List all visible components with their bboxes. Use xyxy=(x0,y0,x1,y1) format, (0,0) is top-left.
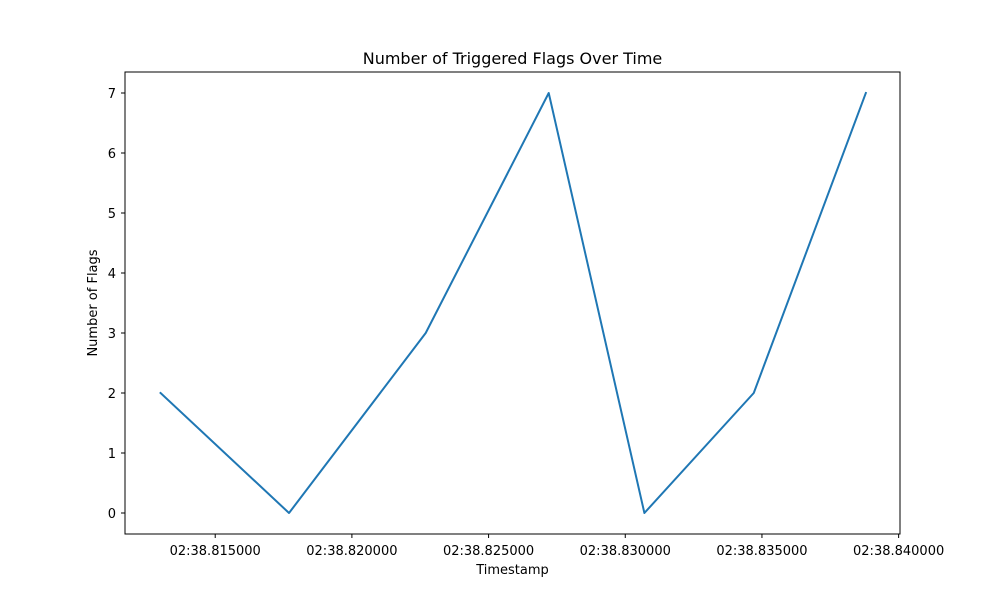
x-axis: 02:38.815000 02:38.820000 02:38.825000 02:3… xyxy=(170,534,944,559)
chart-title: Number of Triggered Flags Over Time xyxy=(363,49,663,68)
y-axis: 0 1 2 3 4 5 6 7 xyxy=(108,87,125,522)
y-tick-label: 7 xyxy=(108,87,116,102)
y-tick-label: 0 xyxy=(108,507,116,522)
series-line-0 xyxy=(159,91,868,514)
x-tick-label: 02:38.830000 xyxy=(580,544,671,559)
y-tick-label: 3 xyxy=(108,327,116,342)
y-tick-label: 6 xyxy=(108,147,116,162)
x-tick-label: 02:38.840000 xyxy=(853,544,944,559)
x-tick-label: 02:38.820000 xyxy=(306,544,397,559)
x-tick-label: 02:38.825000 xyxy=(443,544,534,559)
y-tick-label: 4 xyxy=(108,267,116,282)
y-axis-title: Number of Flags xyxy=(86,249,101,356)
x-tick-label: 02:38.835000 xyxy=(716,544,807,559)
series-layer xyxy=(159,91,868,514)
plot-area xyxy=(125,72,900,534)
plot-frame xyxy=(124,71,901,535)
x-axis-title: Timestamp xyxy=(475,563,549,578)
y-tick-label: 1 xyxy=(108,447,116,462)
y-tick-label: 2 xyxy=(108,387,116,402)
y-tick-label: 5 xyxy=(108,207,116,222)
x-tick-label: 02:38.815000 xyxy=(170,544,261,559)
